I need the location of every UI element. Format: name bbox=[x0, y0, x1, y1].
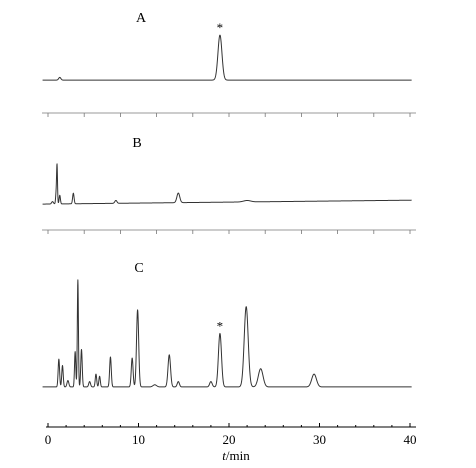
x-tick-label: 0 bbox=[45, 432, 52, 447]
x-tick-label: 40 bbox=[404, 432, 417, 447]
panel-c-peak-marker: * bbox=[217, 318, 224, 333]
panel-b: B bbox=[42, 136, 412, 205]
panel-c: C * bbox=[42, 261, 412, 388]
panel-b-separator-ticks bbox=[47, 230, 411, 234]
x-axis-ticks bbox=[47, 423, 411, 427]
x-axis-title: t/min bbox=[222, 448, 250, 463]
panel-c-trace bbox=[42, 279, 412, 388]
x-axis: 0 10 20 30 40 t/min bbox=[45, 423, 417, 463]
panel-b-label: B bbox=[132, 136, 141, 151]
panel-a-trace bbox=[42, 34, 412, 81]
panel-a-separator-ticks bbox=[47, 113, 411, 117]
x-tick-label: 10 bbox=[132, 432, 145, 447]
x-axis-title-variable: t bbox=[222, 448, 226, 463]
panel-a-label: A bbox=[136, 11, 147, 26]
x-axis-tick-labels: 0 10 20 30 40 bbox=[45, 432, 417, 447]
x-tick-label: 20 bbox=[223, 432, 236, 447]
panel-a: A * bbox=[42, 11, 412, 81]
x-axis-title-unit: /min bbox=[226, 448, 250, 463]
panel-c-label: C bbox=[134, 261, 143, 276]
x-tick-label: 30 bbox=[313, 432, 326, 447]
panel-b-trace bbox=[42, 163, 412, 205]
panel-a-peak-marker: * bbox=[217, 20, 224, 35]
